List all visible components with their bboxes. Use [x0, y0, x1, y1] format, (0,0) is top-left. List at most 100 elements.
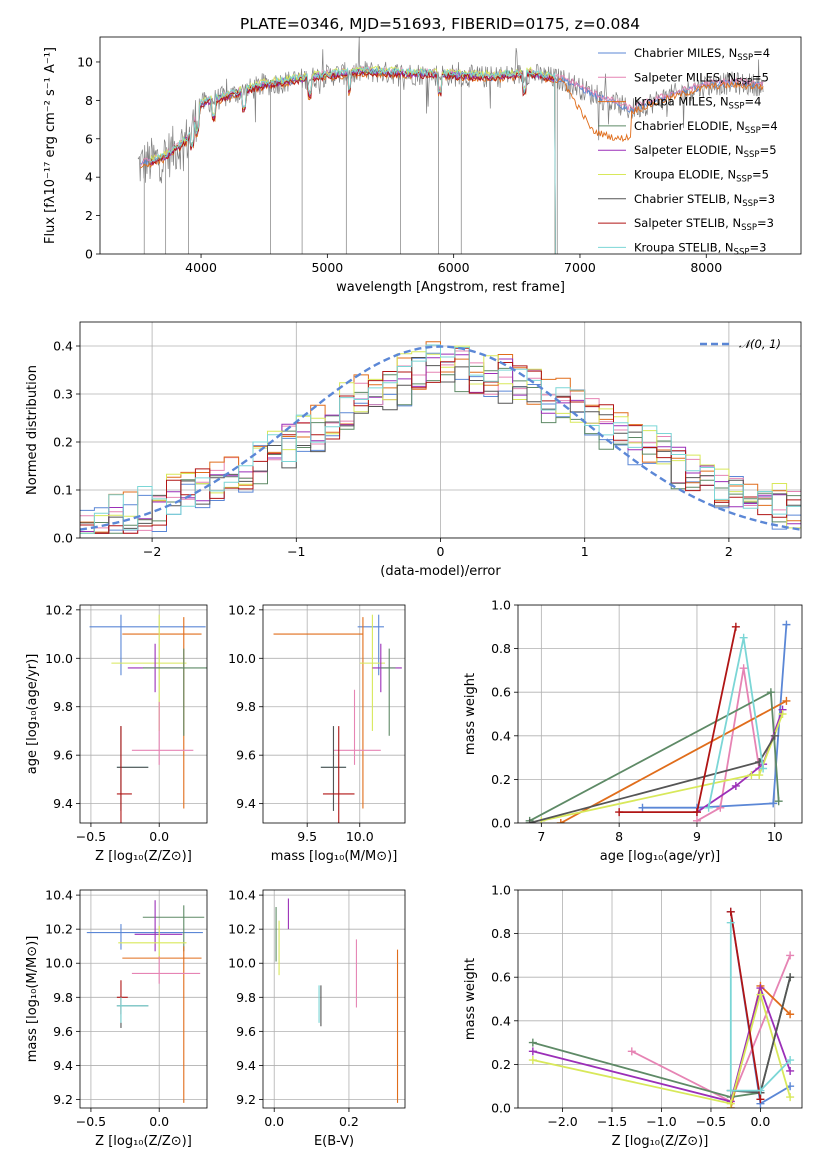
x-tick-label: 7: [537, 829, 545, 844]
y-tick-label: 10.0: [228, 651, 256, 666]
y-tick-label: 10.2: [45, 602, 73, 617]
series-line: [532, 985, 791, 1103]
point-marker: [528, 1056, 537, 1065]
y-tick-label: 0: [85, 247, 93, 262]
x-axis-label: wavelength [Angstrom, rest frame]: [336, 280, 565, 295]
errorbar-chabrier-miles: [86, 924, 203, 950]
y-tick-label: 0.0: [491, 816, 511, 831]
x-tick-label: 8000: [690, 260, 722, 275]
axes-frame: [262, 889, 406, 1109]
panel-mass-vs-EBV: 0.0 0.2 9.2 9.4 9.6 9.8 10.0 10.2 10.4 E(B-V): [228, 888, 406, 1149]
x-tick-label: 9: [693, 829, 701, 844]
point-marker: [786, 951, 795, 960]
x-tick-label: 7000: [564, 260, 596, 275]
legend-entry: Salpeter STELIB, NSSP=3: [634, 216, 774, 233]
y-tick-label: 8: [85, 93, 93, 108]
errorbar-salpeter-miles: [131, 956, 201, 984]
point-marker: [525, 819, 534, 823]
point-marker: [739, 633, 748, 642]
y-tick-label: 1.0: [491, 598, 511, 613]
series-chabrier-elodie: [525, 688, 783, 823]
series-kroupa-miles: [556, 696, 791, 823]
point-marker: [726, 918, 735, 927]
point-marker: [726, 907, 735, 916]
y-tick-label: 0.2: [53, 435, 73, 450]
point-marker: [786, 1093, 795, 1102]
point-marker: [556, 819, 565, 823]
y-tick-label: 10.0: [45, 956, 73, 971]
point-marker: [756, 1095, 765, 1104]
legend-entry: Kroupa ELODIE, NSSP=5: [634, 168, 769, 185]
panel-mass-weight-vs-age: 7 8 9 10 0.0 0.2 0.4 0.6 0.8 1.0 age [log₁₀(age/yr…: [463, 598, 803, 864]
y-tick-label: 9.8: [236, 699, 256, 714]
point-marker: [759, 764, 768, 773]
plot-area: [263, 605, 405, 823]
x-tick-label: 0.0: [149, 1114, 169, 1129]
plot-area: [80, 890, 207, 1108]
axes-frame: [79, 889, 208, 1109]
x-tick-label: 9.5: [297, 829, 317, 844]
point-marker: [528, 1038, 537, 1047]
panel-residuals: −2 −1 0 1 2 0.0 0.1 0.2 0.3 0.4 (data-model)/error…: [25, 321, 802, 579]
errorbar-chabrier-miles: [89, 614, 206, 676]
y-tick-label: 9.8: [236, 990, 256, 1005]
point-marker: [747, 771, 756, 780]
axes-frame: [79, 321, 802, 539]
panel-mass-weight-vs-Z: −2.0 −1.5 −1.0 −0.5 0.0 0.0 0.2 0.4 0.6 0.8 1.0 Z […: [463, 883, 803, 1149]
point-marker: [615, 808, 624, 817]
x-tick-label: −1.0: [646, 1114, 676, 1129]
point-marker: [716, 803, 725, 812]
y-tick-label: 9.4: [236, 1058, 256, 1073]
y-tick-label: 0.2: [491, 1057, 511, 1072]
y-tick-label: 6: [85, 131, 93, 146]
normal-curve: [80, 345, 801, 531]
x-tick-label: 0.0: [149, 829, 169, 844]
y-tick-label: 10.2: [228, 922, 256, 937]
point-marker: [786, 1056, 795, 1065]
point-marker: [766, 688, 775, 697]
series-kroupa-elodie: [528, 990, 795, 1108]
figure-title: PLATE=0346, MJD=51693, FIBERID=0175, z=0…: [240, 15, 640, 33]
y-tick-label: 0.4: [491, 728, 511, 743]
point-marker: [739, 664, 748, 673]
y-tick-label: 9.8: [53, 990, 73, 1005]
plot-area: [80, 605, 207, 823]
series-kroupa-stelib: [704, 633, 768, 812]
x-axis-label: (data-model)/error: [380, 564, 501, 579]
x-axis-label: Z [log₁₀(Z/Z⊙)]: [612, 1134, 709, 1149]
errorbar-kroupa-miles: [122, 617, 202, 809]
errorbar-chabrier-stelib: [320, 726, 347, 811]
x-axis-label: Z [log₁₀(Z/Z⊙)]: [95, 1134, 192, 1149]
errorbar-kroupa-stelib: [116, 997, 149, 1023]
point-marker: [786, 1010, 795, 1019]
legend-entry: 𝒩(0, 1): [739, 337, 781, 351]
axes-frame: [99, 36, 802, 255]
point-marker: [778, 710, 787, 718]
x-tick-label: −0.5: [76, 1114, 106, 1129]
x-tick-label: 2: [725, 544, 733, 559]
axes-frame: [517, 604, 803, 824]
plot-area: [518, 605, 802, 823]
y-tick-label: 2: [85, 208, 93, 223]
y-tick-label: 0.8: [491, 641, 511, 656]
y-tick-label: 9.6: [236, 1024, 256, 1039]
y-tick-label: 10.4: [228, 888, 256, 903]
x-tick-label: 0.2: [339, 1114, 359, 1129]
point-marker: [731, 622, 740, 631]
y-tick-label: 10.2: [45, 922, 73, 937]
y-tick-label: 9.4: [53, 796, 73, 811]
plot-area: [263, 890, 405, 1108]
point-marker: [769, 799, 778, 808]
errorbar-salpeter-miles: [333, 689, 381, 765]
x-tick-label: 0.0: [264, 1114, 284, 1129]
model-line-kroupa-elodie: [150, 65, 556, 254]
y-tick-label: 0.0: [53, 531, 73, 546]
errorbar-chabrier-stelib: [116, 726, 149, 811]
legend: Chabrier MILES, NSSP=4 Salpeter MILES, NS…: [598, 46, 778, 257]
series-kroupa-stelib: [726, 918, 795, 1095]
y-tick-label: 10.4: [45, 888, 73, 903]
panel-age-vs-mass: 9.5 10.0 9.4 9.6 9.8 10.0 10.2 mass [log₁₀(M/M⊙…: [228, 602, 406, 864]
point-marker: [638, 803, 647, 812]
y-tick-label: 0.8: [491, 926, 511, 941]
